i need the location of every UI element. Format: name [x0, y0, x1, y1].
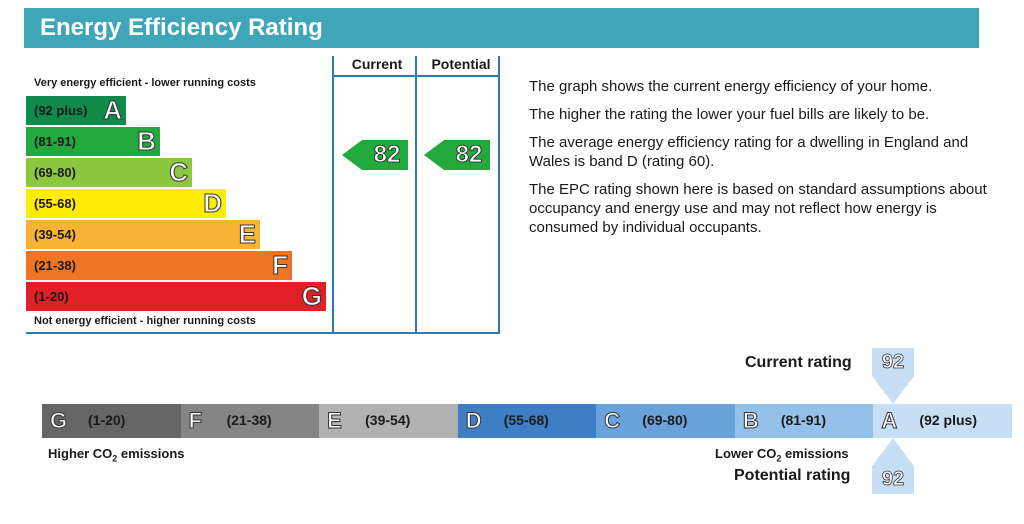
explanation-text: The graph shows the current energy effic… [529, 77, 989, 246]
co2-band-letter: D [465, 408, 482, 434]
potential-rating-label: Potential rating [734, 467, 851, 484]
band-range-label: (81-91) [34, 134, 76, 149]
note-paragraph: The average energy efficiency rating for… [529, 134, 969, 170]
band-range-label: (69-80) [34, 165, 76, 180]
band-letter-label: C [169, 157, 189, 187]
band-range-label: (39-54) [34, 227, 76, 242]
band-letter-label: F [272, 250, 289, 280]
co2-band-d: D (55-68) [457, 404, 597, 438]
co2-band-c: C (69-80) [596, 404, 736, 438]
co2-band-range: (81-91) [780, 412, 826, 428]
co2-band-f: F (21-38) [180, 404, 320, 438]
co2-band-g: G (1-20) [42, 404, 182, 438]
co2-band-range: (21-38) [226, 412, 272, 428]
higher-co2-caption: Higher CO2 emissions [48, 446, 185, 464]
bottom-caption: Not energy efficient - higher running co… [34, 315, 256, 327]
band-letter-label: G [301, 281, 322, 311]
eer-band-b: (81-91) B [26, 126, 160, 156]
co2-band-range: (55-68) [503, 412, 549, 428]
note-paragraph: The graph shows the current energy effic… [529, 78, 933, 95]
divider-line [332, 56, 334, 334]
band-letter-label: B [137, 126, 157, 156]
top-caption: Very energy efficient - lower running co… [34, 77, 256, 89]
lower-co2-caption: Lower CO2 emissions [715, 446, 849, 464]
co2-band-range: (92 plus) [919, 412, 977, 428]
band-letter-label: A [103, 95, 123, 125]
co2-band-a: A (92 plus) [873, 404, 1013, 438]
co2-band-letter: C [604, 408, 621, 434]
band-range-label: (55-68) [34, 196, 76, 211]
column-current-header: Current [351, 56, 403, 72]
co2-potential-marker: 92 [872, 438, 914, 494]
band-letter-label: D [203, 188, 223, 218]
column-potential-header: Potential [431, 56, 491, 72]
eer-band-c: (69-80) C [26, 157, 192, 187]
co2-band-letter: G [49, 408, 68, 434]
co2-band-range: (1-20) [88, 412, 126, 428]
note-paragraph: The higher the rating the lower your fue… [529, 106, 930, 123]
eer-band-d: (55-68) D [26, 188, 226, 218]
band-letter-label: E [238, 219, 256, 249]
co2-band-letter: E [327, 408, 343, 434]
band-range-label: (92 plus) [34, 103, 88, 118]
energy-efficiency-chart: Very energy efficient - lower running co… [26, 56, 502, 336]
co2-current-value: 92 [881, 351, 905, 374]
co2-current-marker: 92 [872, 348, 914, 404]
divider-line [498, 56, 500, 334]
co2-band-letter: F [188, 408, 203, 434]
current-rating-value: 82 [373, 141, 401, 169]
potential-rating-value: 82 [455, 141, 483, 169]
divider-line [415, 56, 417, 334]
co2-band-range: (39-54) [365, 412, 411, 428]
band-range-label: (21-38) [34, 258, 76, 273]
co2-band-letter: A [881, 408, 898, 434]
header-bar: Energy Efficiency Rating [24, 8, 979, 48]
eer-band-g: (1-20) G [26, 281, 326, 311]
note-paragraph: The EPC rating shown here is based on st… [529, 181, 987, 236]
co2-emissions-bar: G (1-20) F (21-38) E (39-54) D (55-68) C (69-80) B… [42, 404, 1013, 438]
eer-band-a: (92 plus) A [26, 95, 126, 125]
co2-potential-value: 92 [881, 468, 905, 491]
co2-band-b: B (81-91) [734, 404, 874, 438]
page-title: Energy Efficiency Rating [40, 14, 323, 41]
divider-line [26, 332, 500, 334]
co2-band-e: E (39-54) [319, 404, 459, 438]
co2-band-letter: B [742, 408, 759, 434]
divider-line [332, 75, 500, 77]
current-rating-label: Current rating [745, 354, 852, 371]
co2-band-range: (69-80) [642, 412, 688, 428]
band-range-label: (1-20) [34, 289, 69, 304]
eer-band-e: (39-54) E [26, 219, 260, 249]
eer-band-f: (21-38) F [26, 250, 292, 280]
